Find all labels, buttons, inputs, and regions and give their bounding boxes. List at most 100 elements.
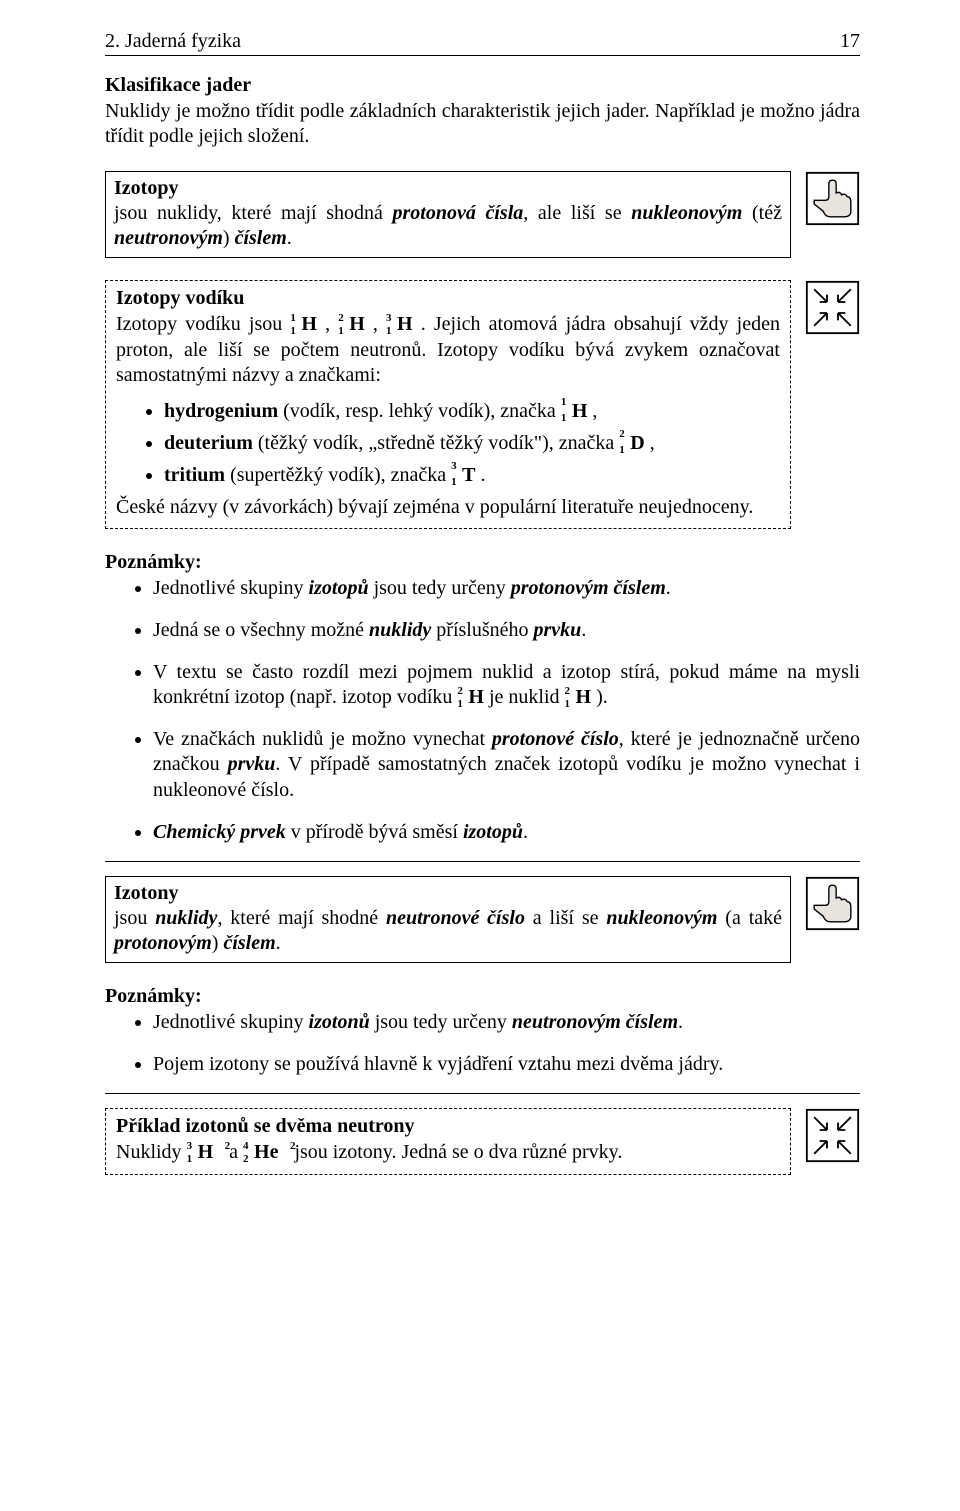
list-item: Pojem izotony se používá hlavně k vyjádř…: [153, 1052, 860, 1078]
nuclide-t: 31T: [451, 459, 475, 491]
text: tritium: [164, 464, 225, 486]
text: neutronové číslo: [386, 907, 525, 929]
text: jsou izotony. Jedná se o dva různé prvky…: [294, 1141, 622, 1163]
text: protonová čísla: [393, 202, 524, 224]
text: ).: [596, 686, 608, 708]
nuclide-h2: 21H: [565, 685, 592, 711]
example-row: Příklad izotonů se dvěma neutrony Nuklid…: [105, 1108, 860, 1175]
text: Jednotlivé skupiny: [153, 577, 309, 599]
text: v přírodě bývá směsí: [286, 821, 463, 843]
text: .: [276, 932, 281, 954]
nuclide-h3-n2: 31H2: [187, 1140, 225, 1166]
chapter-label: 2. Jaderná fyzika: [105, 30, 241, 53]
text: .: [666, 577, 671, 599]
text: je nuklid: [489, 686, 565, 708]
text: prvku: [534, 619, 582, 641]
notes-2: Poznámky: Jednotlivé skupiny izotonů jso…: [105, 985, 860, 1077]
text: .: [523, 821, 528, 843]
nuclide-d: 21D: [619, 427, 644, 459]
text: .: [581, 619, 586, 641]
separator: [105, 1093, 860, 1094]
text: Pojem izotony se používá hlavně k vyjádř…: [153, 1053, 723, 1075]
text: jsou tedy určeny: [369, 577, 511, 599]
izotopy-row: Izotopy jsou nuklidy, které mají shodná …: [105, 171, 860, 258]
page-number: 17: [840, 30, 860, 53]
list-item: deuterium (těžký vodík, „středně těžký v…: [164, 427, 780, 459]
nuclide-he4-n2: 42He2: [243, 1140, 289, 1166]
izotony-title: Izotony: [114, 882, 178, 904]
para: Nuklidy 31H2 a 42He2 jsou izotony. Jedná…: [116, 1140, 780, 1166]
pointing-hand-icon: [805, 171, 860, 226]
izotony-box: Izotony jsou nuklidy, které mají shodné …: [105, 876, 791, 963]
text: Nuklidy: [116, 1141, 187, 1163]
izotopy-box: Izotopy jsou nuklidy, které mají shodná …: [105, 171, 791, 258]
para-klasifikace: Nuklidy je možno třídit podle základních…: [105, 99, 860, 149]
izotopy-vodiku-box: Izotopy vodíku Izotopy vodíku jsou 11H ,…: [105, 280, 791, 529]
text: , které mají shodné: [217, 907, 386, 929]
text: hydrogenium: [164, 400, 278, 422]
text: , ale liší se: [523, 202, 631, 224]
text: nuklidy: [155, 907, 217, 929]
text: (a také: [717, 907, 782, 929]
pointing-hand-icon: [805, 876, 860, 931]
nuclide-h3: 31H: [386, 312, 413, 338]
arrows-inward-icon: [805, 280, 860, 335]
text: číslem: [223, 932, 275, 954]
para: České názvy (v závorkách) bývají zejména…: [116, 495, 780, 521]
text: Jednotlivé skupiny: [153, 1011, 309, 1033]
page-header: 2. Jaderná fyzika 17: [105, 30, 860, 56]
text: nukleonovým: [606, 907, 717, 929]
text: deuterium: [164, 432, 253, 454]
text: a: [229, 1141, 243, 1163]
text: číslem: [235, 227, 287, 249]
izotopy-title: Izotopy: [114, 177, 178, 199]
text: .: [287, 227, 292, 249]
list-item: Jednotlivé skupiny izotonů jsou tedy urč…: [153, 1010, 860, 1036]
text: Jedná se o všechny možné: [153, 619, 369, 641]
text: Chemický prvek: [153, 821, 286, 843]
izotony-row: Izotony jsou nuklidy, které mají shodné …: [105, 876, 860, 963]
list-item: Jednotlivé skupiny izotopů jsou tedy urč…: [153, 576, 860, 602]
para: Izotopy vodíku jsou 11H , 21H , 31H . Je…: [116, 312, 780, 389]
text: protonovým číslem: [511, 577, 666, 599]
arrows-inward-icon: [805, 1108, 860, 1163]
notes-1: Poznámky: Jednotlivé skupiny izotopů jso…: [105, 551, 860, 845]
text: (vodík, resp. lehký vodík), značka: [278, 400, 561, 422]
text: izotopů: [463, 821, 523, 843]
text: ): [212, 932, 224, 954]
text: příslušného: [431, 619, 533, 641]
list-item: Jedná se o všechny možné nuklidy přísluš…: [153, 618, 860, 644]
text: izotonů: [309, 1011, 370, 1033]
section-title: Příklad izotonů se dvěma neutrony: [116, 1115, 780, 1138]
text: (supertěžký vodík), značka: [225, 464, 451, 486]
notes-list: Jednotlivé skupiny izotopů jsou tedy urč…: [105, 576, 860, 845]
text: a liší se: [525, 907, 606, 929]
text: Ve značkách nuklidů je možno vynechat: [153, 728, 492, 750]
list-item: hydrogenium (vodík, resp. lehký vodík), …: [164, 395, 780, 427]
text: nuklidy: [369, 619, 431, 641]
section-title: Izotopy vodíku: [116, 287, 780, 310]
text: ): [223, 227, 235, 249]
text: neutronovým číslem: [512, 1011, 678, 1033]
text: (těžký vodík, „středně těžký vodík"), zn…: [253, 432, 619, 454]
nuclide-h2: 21H: [457, 685, 484, 711]
page: 2. Jaderná fyzika 17 Klasifikace jader N…: [0, 0, 960, 1511]
isotope-list: hydrogenium (vodík, resp. lehký vodík), …: [116, 395, 780, 491]
text: izotopů: [309, 577, 369, 599]
text: Izotopy vodíku jsou: [116, 313, 290, 335]
list-item: V textu se často rozdíl mezi pojmem nukl…: [153, 660, 860, 711]
separator: [105, 861, 860, 862]
notes-label: Poznámky:: [105, 551, 860, 574]
nuclide-h1: 11H: [290, 312, 317, 338]
text: jsou: [114, 907, 155, 929]
text: nukleonovým: [631, 202, 742, 224]
text: protonové číslo: [492, 728, 619, 750]
text: .: [678, 1011, 683, 1033]
notes-list: Jednotlivé skupiny izotonů jsou tedy urč…: [105, 1010, 860, 1077]
text: (též: [742, 202, 782, 224]
text: protonovým: [114, 932, 212, 954]
example-box: Příklad izotonů se dvěma neutrony Nuklid…: [105, 1108, 791, 1175]
section-title: Klasifikace jader: [105, 74, 860, 97]
text: prvku: [228, 753, 276, 775]
izotopy-vodiku-row: Izotopy vodíku Izotopy vodíku jsou 11H ,…: [105, 280, 860, 529]
